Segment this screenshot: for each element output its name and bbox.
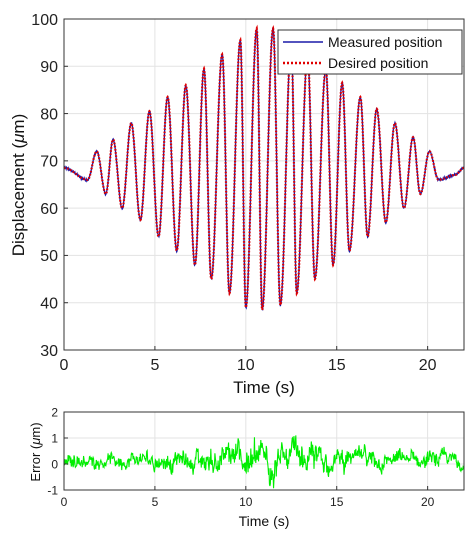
y-tick-label: 40 [40, 295, 58, 312]
x-tick-label: 20 [419, 357, 437, 374]
bottom-x-axis-label: Time (s) [239, 513, 290, 529]
top-y-ticks: 30 40 50 60 70 80 90 100 [31, 12, 68, 360]
bottom-lines [63, 435, 465, 489]
x-tick-label: 15 [330, 495, 344, 509]
bottom-y-axis-label: Error (μm) [28, 422, 43, 481]
x-tick-label: 20 [421, 495, 435, 509]
bottom-y-ticks: -1 0 1 2 [47, 405, 68, 497]
legend-measured-label: Measured position [328, 34, 442, 50]
x-tick-label: 5 [150, 357, 159, 374]
x-tick-label: 10 [239, 495, 253, 509]
legend-box [277, 29, 463, 75]
y-tick-label: 0 [51, 457, 58, 471]
x-tick-label: 0 [60, 357, 69, 374]
x-tick-label: 5 [152, 495, 159, 509]
x-tick-label: 0 [61, 495, 68, 509]
bottom-y-label-suffix: m) [28, 422, 43, 437]
y-tick-label: 90 [40, 59, 58, 76]
top-y-label-suffix: m) [9, 114, 28, 134]
y-tick-label: 1 [51, 431, 58, 445]
top-y-label-prefix: Displacement ( [9, 143, 28, 257]
series-desired-position [63, 24, 465, 314]
top-lines [63, 24, 465, 314]
y-tick-label: 60 [40, 201, 58, 218]
y-tick-label: 2 [51, 405, 58, 419]
top-plot-frame [63, 18, 465, 351]
x-tick-label: 15 [328, 357, 346, 374]
x-tick-label: 10 [237, 357, 255, 374]
bottom-y-label-prefix: Error ( [28, 444, 43, 482]
bottom-x-ticks: 0 5 10 15 20 [61, 486, 435, 509]
bottom-y-label-mu: μ [28, 438, 43, 446]
legend-desired-label: Desired position [328, 55, 428, 71]
bottom-plot-frame [63, 411, 465, 491]
y-tick-label: 70 [40, 154, 58, 171]
y-tick-label: 30 [40, 343, 58, 360]
top-x-ticks: 0 5 10 15 20 [60, 346, 437, 374]
legend: Measured position Desired position [277, 29, 463, 75]
y-tick-label: 100 [31, 12, 58, 29]
top-y-axis-label: Displacement (μm) [9, 114, 28, 257]
series-error [63, 435, 465, 489]
top-x-axis-label: Time (s) [233, 378, 295, 397]
top-plot: 0 5 10 15 20 30 40 50 60 70 80 90 100 Time (s) Disp… [9, 12, 465, 397]
y-tick-label: 80 [40, 106, 58, 123]
y-tick-label: -1 [47, 483, 58, 497]
top-y-label-mu: μ [9, 133, 28, 144]
y-tick-label: 50 [40, 248, 58, 265]
